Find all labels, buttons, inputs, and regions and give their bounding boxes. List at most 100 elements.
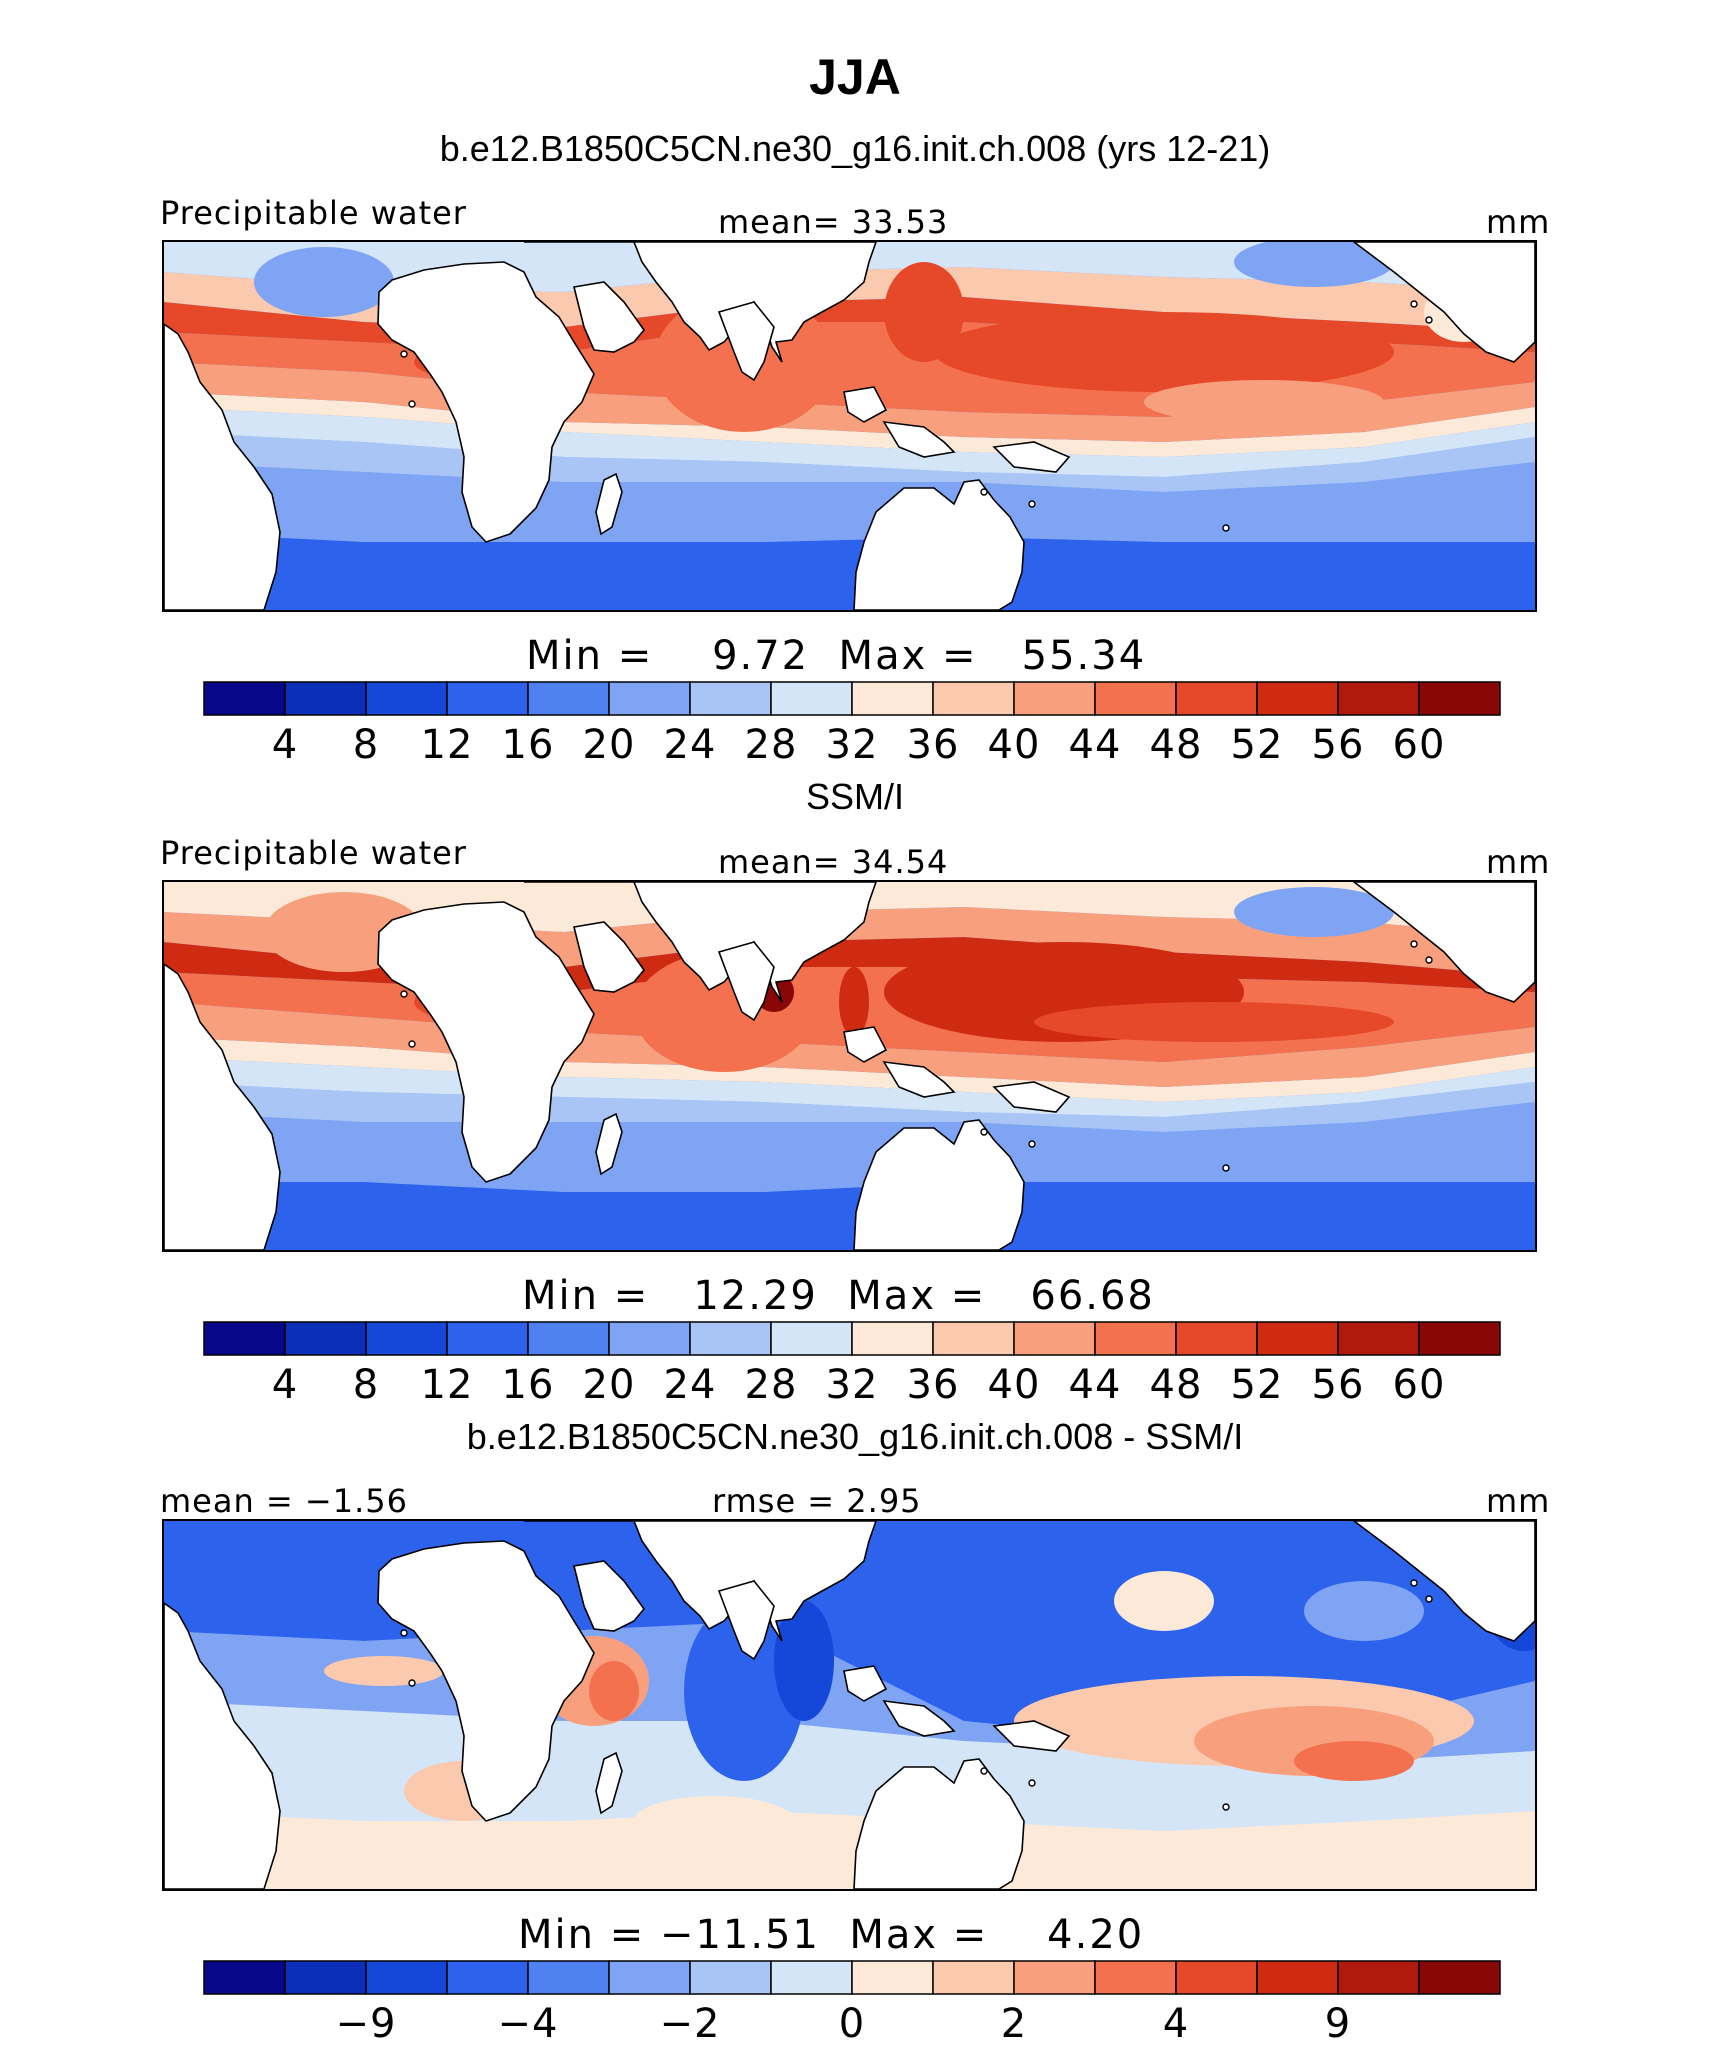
panel-1-colorbar-tick-label: 56 — [1312, 722, 1365, 768]
panel-2-land-australia — [853, 1119, 1025, 1250]
panel-1-colorbar-box — [284, 681, 367, 716]
panel-3-contour-cell — [1114, 1571, 1214, 1631]
panel-1-units-label: mm — [1486, 203, 1551, 241]
panel-3-colorbar-tick-label: 9 — [1325, 2001, 1351, 2047]
panel-3-contour-cell — [1294, 1741, 1414, 1781]
panel-1-island — [1425, 316, 1433, 324]
panel-3-colorbar-box — [770, 1960, 853, 1995]
panel-1-contour-band — [164, 392, 1535, 457]
panel-1-island — [1222, 524, 1230, 532]
panel-1-colorbar-box — [446, 681, 529, 716]
panel-3-contour-cell — [684, 1601, 804, 1781]
panel-1-contour-cell — [254, 247, 394, 317]
panel-1-contour-band — [164, 532, 1535, 610]
panel-3-contour-band — [164, 1811, 1535, 1889]
panel-3-contour-cell — [234, 1541, 394, 1621]
panel-1-colorbar-tick-label: 40 — [988, 722, 1041, 768]
panel-3-colorbar-box — [851, 1960, 934, 1995]
panel-1-colorbar-box — [1337, 681, 1420, 716]
panel-2-colorbar: 4 8 12 16 20 24 28 32 36 40 44 48 52 56 60 — [150, 1316, 1510, 1416]
panel-1-land-africa — [377, 261, 595, 543]
panel-2-land-africa — [377, 901, 595, 1183]
panel-1-island — [1410, 300, 1418, 308]
panel-3-island — [980, 1767, 988, 1775]
panel-2-colorbar-box — [1418, 1321, 1501, 1356]
panel-2-map — [162, 880, 1537, 1252]
panel-1-island — [408, 400, 416, 408]
panel-1-colorbar-tick-label: 28 — [745, 722, 798, 768]
panel-1-colorbar-tick-label: 20 — [583, 722, 636, 768]
panel-2-island — [1410, 940, 1418, 948]
panel-3-island — [1410, 1579, 1418, 1587]
panel-3-contour-cell — [634, 1796, 794, 1846]
panel-1-contour-cell — [1234, 242, 1394, 287]
panel-1-colorbar-box — [608, 681, 691, 716]
panel-3-land-africa — [377, 1540, 595, 1822]
panel-1-variable-label: Precipitable water — [160, 194, 467, 232]
panel-1-colorbar: 4 8 12 16 20 24 28 32 36 40 44 48 52 56 60 — [150, 676, 1510, 776]
panel-2-island — [408, 1040, 416, 1048]
panel-1-contour-band — [164, 407, 1535, 477]
panel-3-island — [1222, 1803, 1230, 1811]
panel-1-land-ng — [992, 441, 1071, 473]
panel-3-map — [162, 1519, 1537, 1891]
panel-1-colorbar-box — [203, 681, 286, 716]
panel-1-colorbar-tick-label: 8 — [353, 722, 379, 768]
panel-3-colorbar-box — [446, 1960, 529, 1995]
panel-1-contour-band — [164, 362, 1535, 442]
panel-3-contour-cell — [589, 1661, 639, 1721]
panel-3-land-arabia — [573, 1560, 646, 1632]
panel-3-colorbar-tick-label: −2 — [660, 2001, 721, 2047]
panel-2-contour-cell — [1234, 887, 1394, 937]
panel-3-units-label: mm — [1486, 1482, 1551, 1520]
panel-3-colorbar-tick-label: 0 — [839, 2001, 865, 2047]
panel-2-colorbar-tick-label: 40 — [988, 1362, 1041, 1408]
panel-2-colorbar-tick-label: 16 — [502, 1362, 555, 1408]
panel-1-island — [400, 350, 408, 358]
panel-2-colorbar-box — [284, 1321, 367, 1356]
panel-2-minmax: Min = 12.29 Max = 66.68 — [522, 1273, 1155, 1319]
panel-2-map-svg — [164, 882, 1535, 1250]
panel-2-colorbar-tick-label: 56 — [1312, 1362, 1365, 1408]
panel-3-colorbar-box — [1175, 1960, 1258, 1995]
panel-1-land-americaSE — [164, 323, 281, 610]
panel-1-colorbar-tick-label: 12 — [421, 722, 474, 768]
panel-2-island — [980, 1128, 988, 1136]
panel-2-colorbar-box — [365, 1321, 448, 1356]
panel-1-island — [980, 488, 988, 496]
panel-2-island — [1028, 1140, 1036, 1148]
panel-3-land-ng — [992, 1720, 1071, 1752]
panel-3-colorbar-tick-label: 4 — [1163, 2001, 1189, 2047]
panel-1-colorbar-tick-label: 60 — [1393, 722, 1446, 768]
panel-2-colorbar-tick-label: 12 — [421, 1362, 474, 1408]
panel-1-colorbar-tick-label: 4 — [272, 722, 298, 768]
figure-title: JJA — [809, 49, 901, 105]
panel-2-colorbar-box — [1256, 1321, 1339, 1356]
panel-1-colorbar-tick-label: 44 — [1069, 722, 1122, 768]
panel-2-land-borneo — [843, 1026, 888, 1063]
panel-1-land-americaNW — [1352, 242, 1535, 363]
panel-1-colorbar-box — [932, 681, 1015, 716]
panel-1-land-australia — [853, 479, 1025, 610]
panel-1-contour-cell — [934, 312, 1394, 392]
panel-2-subtitle: SSM/I — [805, 776, 904, 817]
panel-3-map-svg — [164, 1521, 1535, 1889]
panel-2-colorbar-tick-label: 52 — [1231, 1362, 1284, 1408]
panel-1-colorbar-tick-label: 32 — [826, 722, 879, 768]
panel-3-colorbar-box — [1337, 1960, 1420, 1995]
panel-1-colorbar-box — [1013, 681, 1096, 716]
panel-3-colorbar-box — [1094, 1960, 1177, 1995]
panel-2-colorbar-box — [689, 1321, 772, 1356]
panel-2-colorbar-box — [446, 1321, 529, 1356]
panel-2-land-americaSE — [164, 963, 281, 1250]
panel-3-colorbar-box — [203, 1960, 286, 1995]
panel-3-subtitle: b.e12.B1850C5CN.ne30_g16.init.ch.008 - S… — [466, 1416, 1244, 1457]
panel-3-mean-label: mean = −1.56 — [160, 1482, 408, 1520]
panel-2-land-india — [717, 941, 775, 1022]
panel-3-colorbar-box — [1013, 1960, 1096, 1995]
panel-1-land-borneo — [843, 386, 888, 423]
panel-1-colorbar-box — [851, 681, 934, 716]
panel-1-colorbar-box — [1256, 681, 1339, 716]
panel-1-minmax: Min = 9.72 Max = 55.34 — [526, 633, 1147, 679]
panel-1-colorbar-box — [527, 681, 610, 716]
